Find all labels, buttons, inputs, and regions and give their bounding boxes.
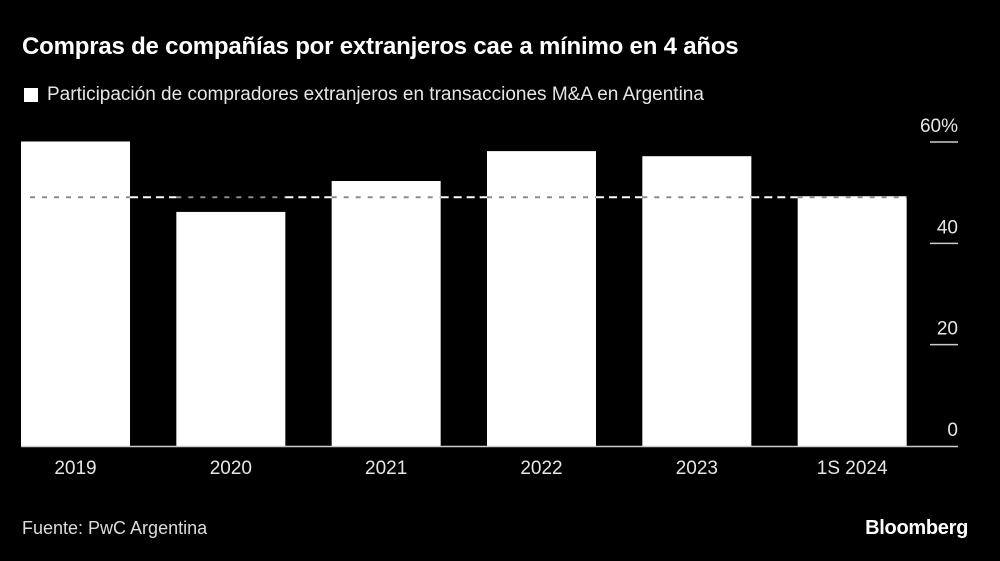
legend-swatch-icon bbox=[24, 88, 38, 102]
x-tick-label: 2020 bbox=[210, 458, 252, 479]
legend-label: Participación de compradores extranjeros… bbox=[47, 84, 704, 105]
x-tick-label: 2019 bbox=[54, 458, 96, 479]
y-tick-label: 60% bbox=[920, 116, 958, 137]
y-axis: 0 20 40 60% bbox=[920, 116, 958, 441]
bar-2021 bbox=[331, 181, 441, 446]
bar-2022 bbox=[487, 151, 596, 446]
y-tick-label: 40 bbox=[937, 217, 958, 238]
x-axis: 2019 2020 2021 2022 2023 1S 2024 bbox=[21, 445, 958, 479]
x-tick-label: 2022 bbox=[520, 458, 562, 479]
bar-2020 bbox=[176, 211, 286, 446]
legend: Participación de compradores extranjeros… bbox=[24, 84, 704, 106]
x-tick-label: 2023 bbox=[676, 458, 718, 479]
y-tick-label: 0 bbox=[947, 420, 958, 441]
y-tick-label: 20 bbox=[937, 319, 958, 340]
x-tick-label: 2021 bbox=[365, 458, 407, 479]
bloomberg-logo: Bloomberg bbox=[865, 517, 968, 539]
bar-1s-2024 bbox=[797, 196, 907, 446]
source-note: Fuente: PwC Argentina bbox=[22, 518, 208, 538]
bars-group bbox=[21, 141, 907, 447]
bar-2023 bbox=[642, 156, 752, 447]
bar-2019 bbox=[21, 141, 130, 446]
chart-title: Compras de compañías por extranjeros cae… bbox=[22, 33, 739, 60]
x-tick-label: 1S 2024 bbox=[817, 458, 888, 479]
